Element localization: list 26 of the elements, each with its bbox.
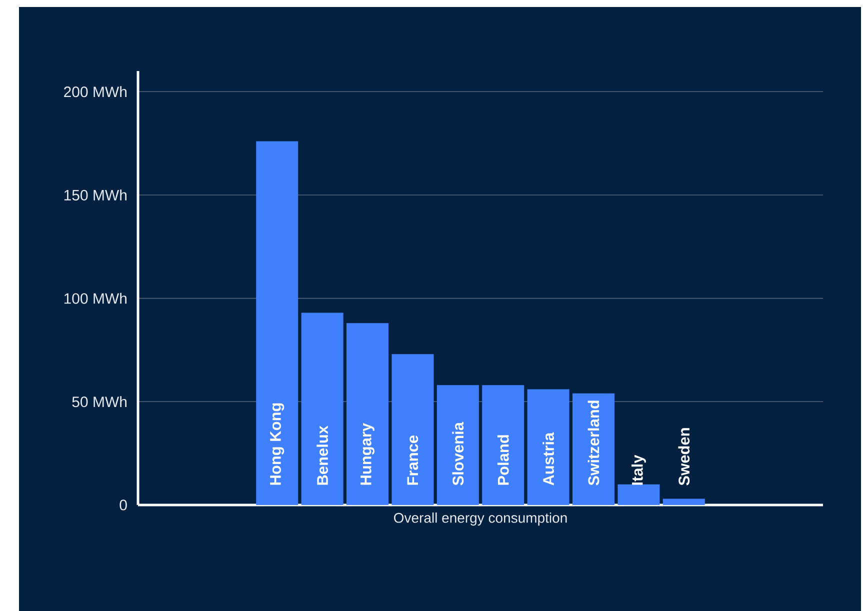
x-tick-label: Overall energy consumption	[394, 512, 567, 526]
y-tick-label: 100 MWh	[64, 292, 126, 304]
text: Sweden	[678, 428, 690, 486]
series-label: Switzerland	[588, 400, 600, 486]
bar	[392, 354, 434, 505]
bar	[346, 323, 388, 505]
bar	[256, 141, 298, 505]
bar	[662, 498, 705, 505]
y-tick-label: 150 MWh	[64, 189, 126, 200]
bar	[482, 385, 524, 505]
series-label: Poland	[497, 435, 509, 485]
bar	[527, 389, 570, 505]
series-label: Benelux	[316, 426, 328, 485]
series-label: Hungary	[360, 423, 374, 485]
series-label: Hong Kong	[270, 403, 284, 485]
series-label: Slovenia	[452, 422, 464, 486]
bar	[436, 385, 479, 505]
y-tick-label: 0	[120, 500, 127, 510]
text: Italy	[631, 454, 646, 485]
bar	[572, 393, 614, 505]
y-tick-label: 200 MWh	[64, 86, 126, 98]
y-tick-label: 50 MWh	[72, 396, 126, 408]
series-label: Austria	[542, 432, 554, 486]
bar	[618, 484, 660, 505]
bar	[301, 312, 344, 505]
series-label: France	[407, 435, 418, 485]
